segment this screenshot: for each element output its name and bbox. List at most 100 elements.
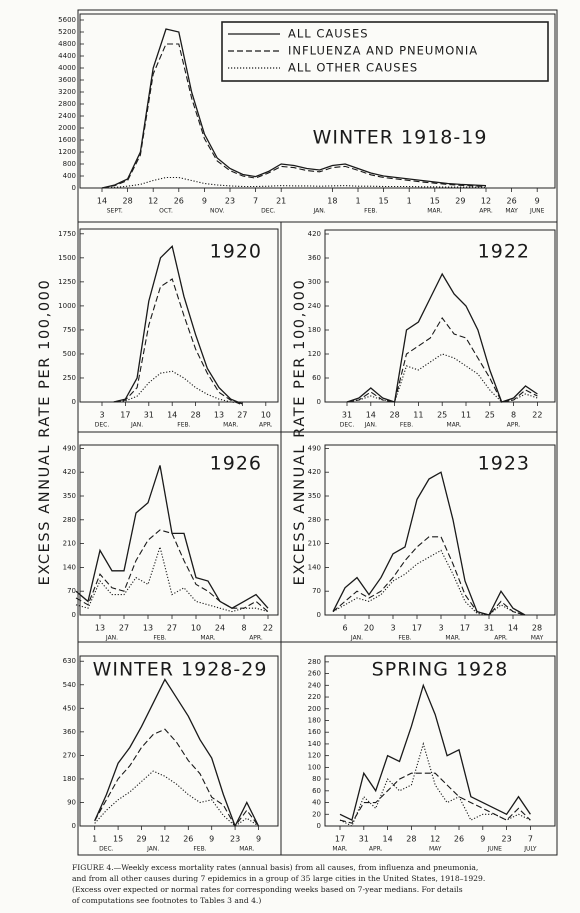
month-label: MAR.: [332, 846, 347, 853]
month-label: JUNE: [529, 208, 545, 215]
x-tick-label: 14: [383, 835, 393, 844]
x-tick-label: 31: [342, 411, 352, 420]
month-label: MAY: [505, 208, 518, 215]
y-tick-label: 60: [312, 374, 321, 382]
y-tick-label: 4400: [58, 52, 76, 60]
x-tick-label: 14: [167, 411, 177, 420]
y-tick-label: 140: [308, 563, 321, 571]
x-tick-label: 17: [412, 624, 422, 633]
y-tick-label: 420: [63, 468, 76, 476]
y-tick-label: 5600: [58, 16, 76, 24]
y-tick-label: 260: [308, 670, 321, 678]
month-label: JAN.: [350, 635, 363, 642]
x-tick-label: 14: [366, 411, 376, 420]
x-tick-label: 6: [342, 624, 347, 633]
x-tick-label: 26: [183, 835, 193, 844]
x-tick-label: 22: [532, 411, 542, 420]
caption-line: and from all other causes during 7 epide…: [72, 874, 485, 883]
month-label: JULY: [523, 846, 537, 853]
y-tick-label: 1200: [58, 148, 76, 156]
x-tick-label: 15: [379, 197, 389, 206]
x-tick-label: 11: [413, 411, 423, 420]
month-label: MAR.: [223, 422, 238, 429]
month-label: APR.: [479, 208, 493, 215]
series-line: [332, 536, 526, 616]
x-tick-label: 24: [215, 624, 225, 633]
y-tick-label: 240: [308, 302, 321, 310]
y-tick-label: 4000: [58, 64, 76, 72]
x-tick-label: 1: [407, 197, 412, 206]
month-label: JAN.: [313, 208, 326, 215]
series-line: [75, 465, 269, 609]
y-tick-label: 450: [63, 704, 76, 712]
month-label: OCT.: [159, 208, 173, 215]
x-tick-label: 8: [241, 624, 246, 633]
month-label: MAR.: [200, 635, 215, 642]
caption-line: of computations see footnotes to Tables …: [72, 896, 261, 905]
y-tick-label: 0: [72, 398, 76, 406]
x-tick-label: 9: [256, 835, 261, 844]
series-line: [113, 370, 243, 404]
x-tick-label: 28: [532, 624, 542, 633]
x-tick-label: 10: [191, 624, 201, 633]
y-tick-label: 270: [63, 751, 76, 759]
series-line: [346, 353, 538, 403]
y-tick-label: 490: [63, 444, 76, 452]
chart-title: 1923: [478, 453, 530, 475]
plot-frame: [324, 229, 556, 403]
y-tick-label: 140: [308, 740, 321, 748]
x-tick-label: 9: [209, 835, 214, 844]
y-tick-label: 0: [72, 611, 76, 619]
x-tick-label: 3: [99, 411, 104, 420]
month-label: DEC.: [99, 846, 114, 853]
x-tick-label: 20: [364, 624, 374, 633]
month-label: FEB.: [193, 846, 206, 853]
x-tick-label: 9: [535, 197, 540, 206]
y-tick-label: 1500: [58, 254, 76, 262]
x-tick-label: 28: [406, 835, 416, 844]
y-tick-label: 120: [308, 752, 321, 760]
y-tick-label: 0: [72, 822, 76, 830]
x-tick-label: 17: [335, 835, 345, 844]
y-tick-label: 630: [63, 657, 76, 665]
x-tick-label: 13: [214, 411, 224, 420]
plot-frame: [79, 444, 279, 616]
series-line: [113, 278, 243, 406]
month-label: MAR.: [445, 635, 460, 642]
y-tick-label: 0: [317, 822, 321, 830]
series-line: [75, 529, 269, 613]
y-axis-label: EXCESS ANNUAL RATE PER 100,000: [37, 279, 53, 586]
y-tick-label: 180: [308, 716, 321, 724]
caption-line: FIGURE 4.—Weekly excess mortality rates …: [72, 863, 478, 872]
plot-frame: [79, 228, 279, 403]
x-tick-label: 7: [253, 197, 258, 206]
month-label: FEB.: [364, 208, 377, 215]
y-tick-label: 1600: [58, 136, 76, 144]
y-tick-label: 60: [312, 787, 321, 795]
y-tick-label: 400: [63, 172, 76, 180]
month-label: MAR.: [447, 422, 462, 429]
series-line: [94, 728, 259, 828]
x-tick-label: 17: [460, 624, 470, 633]
x-tick-label: 31: [144, 411, 154, 420]
legend-label: ALL OTHER CAUSES: [288, 61, 418, 75]
y-tick-label: 360: [308, 254, 321, 262]
month-label: FEB.: [398, 635, 411, 642]
month-label: FEB.: [400, 422, 413, 429]
series-line: [346, 317, 538, 403]
x-tick-label: 23: [225, 197, 235, 206]
y-tick-label: 750: [63, 326, 76, 334]
y-tick-label: 350: [63, 492, 76, 500]
y-tick-label: 280: [308, 516, 321, 524]
x-tick-label: 26: [174, 197, 184, 206]
y-tick-label: 300: [308, 278, 321, 286]
month-label: MAY: [531, 635, 544, 642]
y-tick-label: 540: [63, 681, 76, 689]
x-tick-label: 27: [167, 624, 177, 633]
y-tick-label: 280: [63, 516, 76, 524]
month-label: JAN.: [105, 635, 118, 642]
month-label: JUNE: [486, 846, 502, 853]
y-tick-label: 2400: [58, 112, 76, 120]
y-tick-label: 180: [308, 326, 321, 334]
x-tick-label: 3: [390, 624, 395, 633]
